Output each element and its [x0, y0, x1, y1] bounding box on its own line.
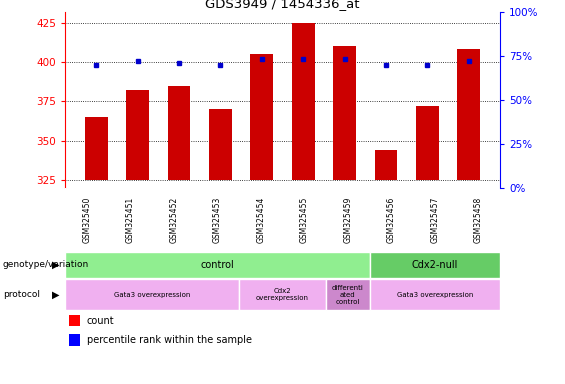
- Text: ▶: ▶: [52, 290, 59, 300]
- Text: GSM325456: GSM325456: [387, 197, 396, 243]
- Text: Cdx2-null: Cdx2-null: [411, 260, 458, 270]
- Bar: [85, 117, 107, 180]
- Text: control: control: [201, 260, 234, 270]
- Text: Gata3 overexpression: Gata3 overexpression: [397, 292, 473, 298]
- Text: percentile rank within the sample: percentile rank within the sample: [87, 335, 252, 345]
- Bar: [69, 334, 80, 346]
- Bar: [333, 46, 356, 180]
- Text: Cdx2
overexpression: Cdx2 overexpression: [256, 288, 309, 301]
- Text: genotype/variation: genotype/variation: [3, 260, 89, 270]
- Bar: [239, 279, 326, 310]
- Text: Gata3 overexpression: Gata3 overexpression: [114, 292, 190, 298]
- Bar: [370, 252, 500, 278]
- Bar: [416, 106, 439, 180]
- Title: GDS3949 / 1454336_at: GDS3949 / 1454336_at: [205, 0, 360, 10]
- Bar: [209, 109, 232, 180]
- Text: GSM325453: GSM325453: [213, 197, 221, 243]
- Bar: [292, 23, 315, 180]
- Text: protocol: protocol: [3, 290, 40, 299]
- Text: GSM325457: GSM325457: [431, 197, 439, 243]
- Bar: [65, 279, 239, 310]
- Text: GSM325459: GSM325459: [344, 197, 352, 243]
- Text: differenti
ated
control: differenti ated control: [332, 285, 364, 305]
- Bar: [326, 279, 370, 310]
- Text: GSM325458: GSM325458: [474, 197, 483, 243]
- Bar: [250, 54, 273, 180]
- Bar: [126, 90, 149, 180]
- Bar: [370, 279, 500, 310]
- Text: count: count: [87, 316, 114, 326]
- Text: GSM325454: GSM325454: [257, 197, 265, 243]
- Bar: [375, 150, 397, 180]
- Bar: [69, 315, 80, 326]
- Bar: [168, 86, 190, 180]
- Bar: [458, 50, 480, 180]
- Text: GSM325450: GSM325450: [82, 197, 91, 243]
- Text: ▶: ▶: [52, 260, 59, 270]
- Text: GSM325452: GSM325452: [170, 197, 178, 243]
- Bar: [65, 252, 370, 278]
- Text: GSM325451: GSM325451: [126, 197, 134, 243]
- Text: GSM325455: GSM325455: [300, 197, 308, 243]
